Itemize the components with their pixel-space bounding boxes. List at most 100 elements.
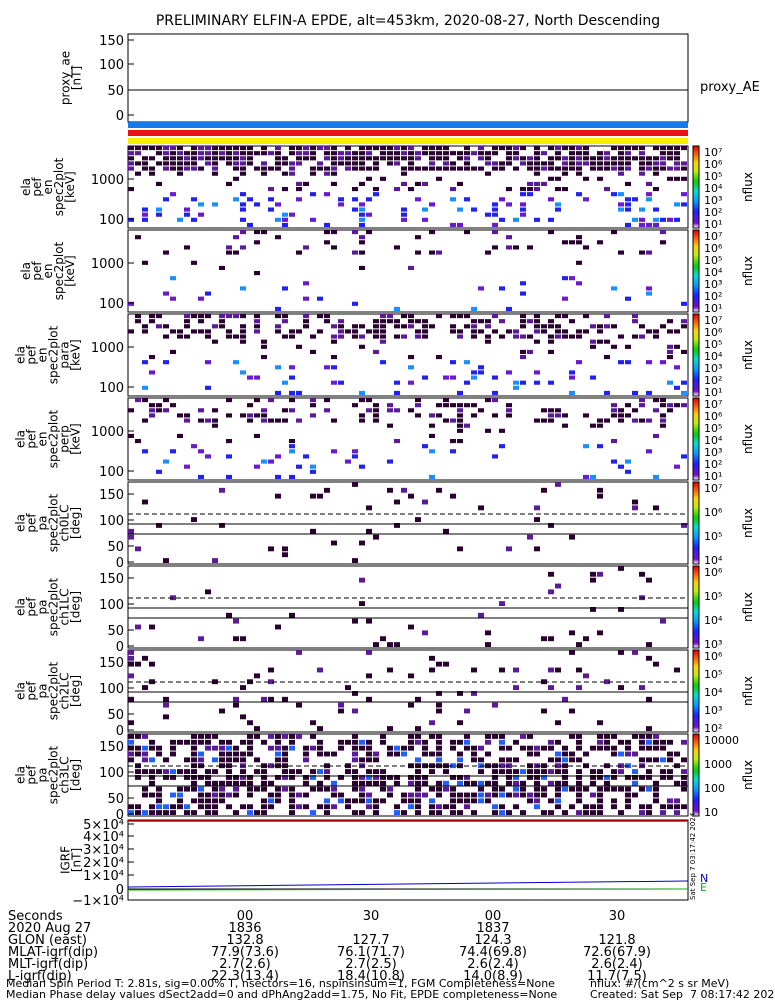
spectrogram-cell	[527, 181, 533, 186]
spectrogram-cell	[548, 589, 554, 595]
spectrogram-cell	[562, 780, 568, 786]
spectrogram-cell	[548, 349, 554, 354]
spectrogram-cell	[149, 792, 155, 798]
spectrogram-cell	[492, 222, 498, 227]
spectrogram-cell	[128, 187, 134, 192]
spectrogram-cell	[653, 334, 659, 339]
spectrogram-cell	[436, 151, 442, 156]
spectrogram-cell	[142, 810, 148, 815]
spectrogram-cell	[541, 151, 547, 156]
spectrogram-cell	[331, 146, 337, 151]
x-axis-value: 2.7(2.6)	[219, 957, 271, 972]
spectrogram-cell	[142, 734, 148, 739]
spectrogram-cell	[394, 751, 400, 757]
spectrogram-cell	[338, 798, 344, 804]
spectrogram-cell	[394, 187, 400, 192]
spectrogram-cell	[576, 739, 582, 745]
spectrogram-cell	[576, 281, 582, 286]
spectrogram-cell	[380, 319, 386, 324]
spectrogram-cell	[128, 528, 134, 534]
colorbar-tick-label: 10⁵	[704, 422, 722, 435]
spectrogram-cell	[576, 786, 582, 792]
spectrogram-cell	[394, 306, 400, 311]
y-tick-label: 0	[116, 640, 124, 655]
spectrogram-cell	[660, 217, 666, 222]
spectrogram-cell	[282, 217, 288, 222]
spectrogram-cell	[282, 222, 288, 227]
spectrogram-cell	[289, 745, 295, 751]
spectrogram-cell	[352, 403, 358, 408]
spectrogram-cell	[359, 161, 365, 166]
spectrogram-cell	[170, 751, 176, 757]
colorbar	[692, 313, 700, 397]
spectrogram-cell	[415, 804, 421, 810]
panel-frame	[127, 649, 689, 733]
spectrogram-cell	[394, 380, 400, 385]
spectrogram-cell	[408, 780, 414, 786]
spectrogram-cell	[485, 734, 491, 739]
spectrogram-cell	[576, 260, 582, 265]
spectrogram-cell	[289, 161, 295, 166]
spectrogram-cell	[233, 745, 239, 751]
spectrogram-cell	[499, 217, 505, 222]
y-tick-label: 150	[99, 488, 124, 503]
spectrogram-cell	[597, 423, 603, 428]
spectrogram-cell	[212, 202, 218, 207]
spectrogram-cell	[128, 739, 134, 745]
spectrogram-cell	[142, 751, 148, 757]
spectrogram-cell	[457, 181, 463, 186]
proxy-ae-side-label: proxy_AE	[700, 80, 760, 95]
spectrogram-cell	[205, 146, 211, 151]
spectrogram-cell	[660, 745, 666, 751]
spectrogram-cell	[660, 418, 666, 423]
x-axis-row-header: L-igrf(dip)	[8, 969, 72, 984]
spectrogram-cell	[310, 493, 316, 499]
spectrogram-cell	[485, 780, 491, 786]
spectrogram-cell	[380, 176, 386, 181]
spectrogram-cell	[506, 202, 512, 207]
spectrogram-cell	[590, 810, 596, 815]
spectrogram-cell	[352, 708, 358, 714]
spectrogram-cell	[611, 146, 617, 151]
spectrogram-cell	[443, 375, 449, 380]
spectrogram-cell	[457, 792, 463, 798]
spectrogram-cell	[464, 156, 470, 161]
spectrogram-cell	[513, 334, 519, 339]
spectrogram-cell	[464, 380, 470, 385]
spectrogram-cell	[597, 161, 603, 166]
spectrogram-cell	[394, 161, 400, 166]
spectrogram-cell	[667, 403, 673, 408]
y-tick-label: 1000	[91, 257, 124, 272]
spectrogram-cell	[401, 751, 407, 757]
spectrogram-cell	[296, 161, 302, 166]
spectrogram-cell	[142, 217, 148, 222]
spectrogram-cell	[177, 792, 183, 798]
spectrogram-cell	[240, 324, 246, 329]
spectrogram-cell	[520, 810, 526, 815]
spectrogram-cell	[457, 720, 463, 726]
spectrogram-cell	[597, 324, 603, 329]
spectrogram-cell	[436, 403, 442, 408]
spectrogram-cell	[317, 745, 323, 751]
spectrogram-cell	[156, 181, 162, 186]
spectrogram-cell	[681, 146, 687, 151]
spectrogram-cell	[373, 413, 379, 418]
spectrogram-cell	[401, 810, 407, 815]
spectrogram-cell	[597, 487, 603, 493]
spectrogram-cell	[282, 745, 288, 751]
spectrogram-cell	[177, 786, 183, 792]
y-tick-label: 0	[116, 556, 124, 571]
spectrogram-cell	[170, 276, 176, 281]
spectrogram-cell	[555, 804, 561, 810]
spectrogram-cell	[331, 230, 337, 235]
spectrogram-cell	[653, 757, 659, 763]
spectrogram-cell	[534, 546, 540, 552]
spectrogram-cell	[408, 804, 414, 810]
spectrogram-cell	[471, 403, 477, 408]
spectrogram-cell	[464, 403, 470, 408]
spectrogram-cell	[450, 810, 456, 815]
spectrogram-cell	[387, 423, 393, 428]
spectrogram-cell	[681, 390, 687, 395]
spectrogram-cell	[422, 775, 428, 780]
spectrogram-cell	[674, 751, 680, 757]
